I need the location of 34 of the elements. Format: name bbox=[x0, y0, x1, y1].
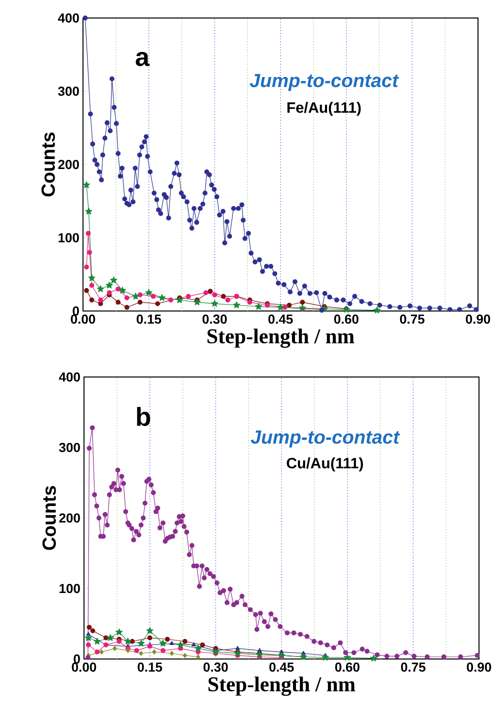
x-tick-label: 0.60 bbox=[334, 314, 358, 324]
annotation: b bbox=[137, 406, 150, 426]
x-tick-label: 0.75 bbox=[401, 662, 426, 672]
x-tick-label: 0.30 bbox=[202, 314, 227, 324]
x-tick-label: 0.45 bbox=[269, 662, 294, 672]
x-tick-label: 0.00 bbox=[72, 662, 96, 672]
x-tick-label: 0.30 bbox=[204, 662, 228, 672]
annotation: Cu/Au(111) bbox=[286, 457, 363, 472]
y-tick-label: 100 bbox=[60, 584, 80, 594]
y-tick-label: 100 bbox=[58, 233, 79, 242]
y-axis-title: Counts bbox=[42, 486, 56, 550]
x-tick-label: 0.90 bbox=[466, 314, 490, 324]
annotation: a bbox=[136, 52, 150, 66]
y-tick-label: 300 bbox=[59, 442, 80, 452]
y-axis-title: Counts bbox=[41, 132, 55, 196]
y-tick-label: 400 bbox=[58, 13, 79, 23]
x-tick-label: 0.60 bbox=[335, 662, 360, 672]
x-tick-label: 0.00 bbox=[70, 314, 96, 324]
x-axis-title: Step-length / nm bbox=[208, 676, 356, 696]
y-tick-label: 400 bbox=[58, 372, 80, 382]
x-tick-label: 0.75 bbox=[400, 314, 424, 324]
x-tick-label: 0.45 bbox=[268, 314, 293, 324]
y-tick-label: 0 bbox=[74, 654, 80, 664]
annotation: Jump-to-contact bbox=[250, 430, 400, 448]
x-tick-label: 0.90 bbox=[466, 662, 492, 672]
annotation: Jump-to-contact bbox=[250, 74, 400, 91]
y-tick-label: 300 bbox=[58, 86, 79, 96]
y-tick-label: 200 bbox=[58, 160, 79, 170]
x-tick-label: 0.15 bbox=[136, 314, 162, 324]
x-axis-title: Step-length / nm bbox=[208, 328, 354, 348]
y-tick-label: 200 bbox=[59, 513, 80, 523]
x-tick-label: 0.15 bbox=[138, 662, 162, 672]
annotation: Fe/Au(111) bbox=[287, 102, 361, 116]
y-tick-label: 0 bbox=[72, 306, 79, 316]
